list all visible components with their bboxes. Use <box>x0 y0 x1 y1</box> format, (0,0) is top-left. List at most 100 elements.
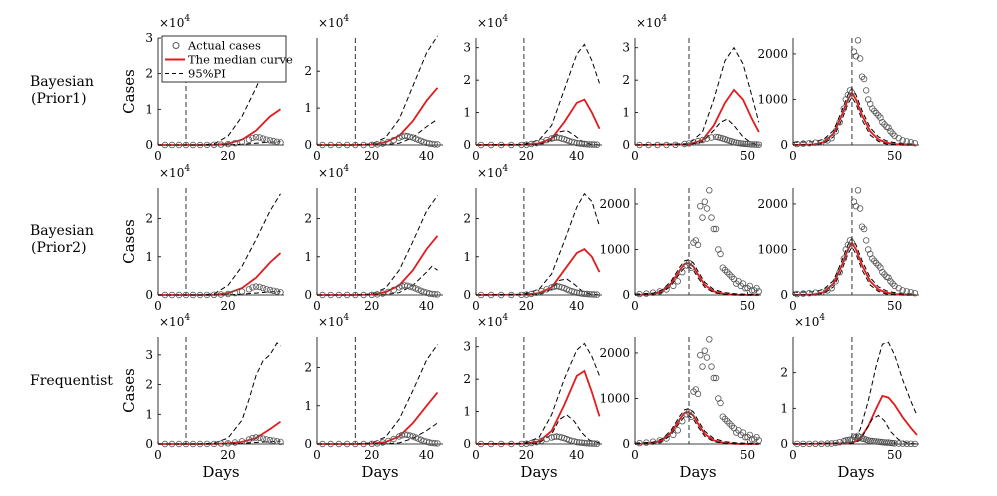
actual-case-point <box>256 434 263 441</box>
actual-cases-series <box>793 432 919 448</box>
actual-case-point <box>576 289 583 297</box>
actual-case-point <box>911 139 919 147</box>
actual-case-point <box>721 266 729 274</box>
actual-case-point <box>231 139 239 147</box>
actual-case-point <box>869 105 876 112</box>
actual-case-point <box>343 291 351 299</box>
actual-case-point <box>663 286 670 293</box>
row-label-1-line-0: Bayesian <box>30 223 94 239</box>
actual-case-point <box>252 133 260 141</box>
y-tick-label: 2000 <box>599 346 630 360</box>
legend-label-median: The median curve <box>188 53 293 67</box>
y-tick-label: 1 <box>463 405 471 419</box>
pi-bound-curve <box>792 87 915 145</box>
y-tick-label: 2000 <box>599 197 630 211</box>
actual-case-point <box>751 436 758 443</box>
actual-case-point <box>523 440 530 447</box>
actual-case-point <box>863 237 870 244</box>
actual-case-point <box>586 141 593 148</box>
actual-case-point <box>277 289 284 296</box>
subplot-r0-c3: 0 50 0 1 2 3 ×104 <box>622 14 762 163</box>
pi-bound-curve <box>317 35 438 146</box>
y-tick-label: 2 <box>145 378 153 392</box>
actual-case-point <box>871 438 878 445</box>
y-axis-label: Cases <box>120 219 138 264</box>
actual-case-point <box>573 139 580 147</box>
actual-case-point <box>588 141 596 148</box>
y-tick-label: 0 <box>622 437 630 451</box>
exponent-label: ×104 <box>159 164 190 180</box>
actual-case-point <box>726 420 733 427</box>
y-tick-label: 0 <box>622 138 630 152</box>
actual-case-point <box>869 255 876 262</box>
actual-case-point <box>210 291 218 298</box>
actual-case-point <box>217 440 225 447</box>
actual-case-point <box>593 141 601 148</box>
y-tick-label: 0 <box>463 138 471 152</box>
median-curve <box>634 88 760 146</box>
actual-case-point <box>724 269 731 276</box>
actual-case-point <box>352 291 359 299</box>
x-tick-label: 40 <box>569 299 584 313</box>
actual-case-point <box>588 291 596 298</box>
actual-case-point <box>182 291 190 299</box>
actual-case-point <box>335 440 343 448</box>
actual-case-point <box>701 198 708 205</box>
actual-case-point <box>498 291 505 299</box>
actual-case-point <box>434 291 441 298</box>
pi-bound-curve <box>792 414 918 445</box>
actual-case-point <box>899 440 906 447</box>
actual-case-point <box>907 440 915 447</box>
y-tick-label: 0 <box>304 288 312 302</box>
actual-case-point <box>793 290 801 298</box>
actual-case-point <box>674 427 681 434</box>
y-tick-label: 1000 <box>599 242 630 256</box>
subplot-r1-c2: 0 20 40 0 1 2 ×104 <box>463 164 602 313</box>
actual-case-point <box>175 440 183 448</box>
actual-case-point <box>327 141 334 149</box>
actual-case-point <box>688 264 695 271</box>
actual-case-point <box>259 135 267 142</box>
actual-case-point <box>806 290 813 297</box>
actual-case-point <box>270 137 277 145</box>
actual-case-point <box>249 134 256 142</box>
actual-case-point <box>818 440 825 447</box>
y-tick-label: 1 <box>304 250 312 264</box>
actual-case-point <box>856 434 864 441</box>
actual-case-point <box>899 287 906 294</box>
actual-case-point <box>887 439 894 447</box>
x-tick-label: 0 <box>789 149 797 163</box>
actual-case-point <box>875 262 882 269</box>
x-tick-label: 40 <box>419 299 434 313</box>
actual-case-point <box>712 374 720 382</box>
legend-marker-actual <box>172 42 180 49</box>
actual-case-point <box>656 437 663 444</box>
actual-case-point <box>649 438 657 445</box>
actual-case-point <box>550 433 558 441</box>
actual-cases-series <box>477 433 601 448</box>
actual-case-point <box>343 141 351 149</box>
pi-bound-curve <box>476 414 600 445</box>
actual-case-point <box>744 140 751 148</box>
actual-case-point <box>259 435 267 442</box>
actual-case-point <box>578 140 585 147</box>
actual-case-point <box>203 141 211 149</box>
actual-cases-series <box>636 187 762 298</box>
actual-case-point <box>508 141 515 149</box>
actual-case-point <box>877 438 884 446</box>
x-tick-label: 40 <box>419 149 434 163</box>
actual-cases-series <box>319 431 441 448</box>
actual-case-point <box>385 288 392 296</box>
actual-case-point <box>739 140 747 147</box>
actual-case-point <box>879 118 886 126</box>
actual-case-point <box>175 141 183 149</box>
median-curve <box>792 90 915 146</box>
y-tick-label: 1 <box>304 399 312 413</box>
actual-case-point <box>649 289 657 296</box>
exponent-label: ×104 <box>477 14 508 30</box>
y-tick-label: 3 <box>145 31 153 45</box>
actual-case-point <box>487 440 495 448</box>
actual-case-point <box>699 214 706 221</box>
x-tick-label: 50 <box>887 448 902 462</box>
